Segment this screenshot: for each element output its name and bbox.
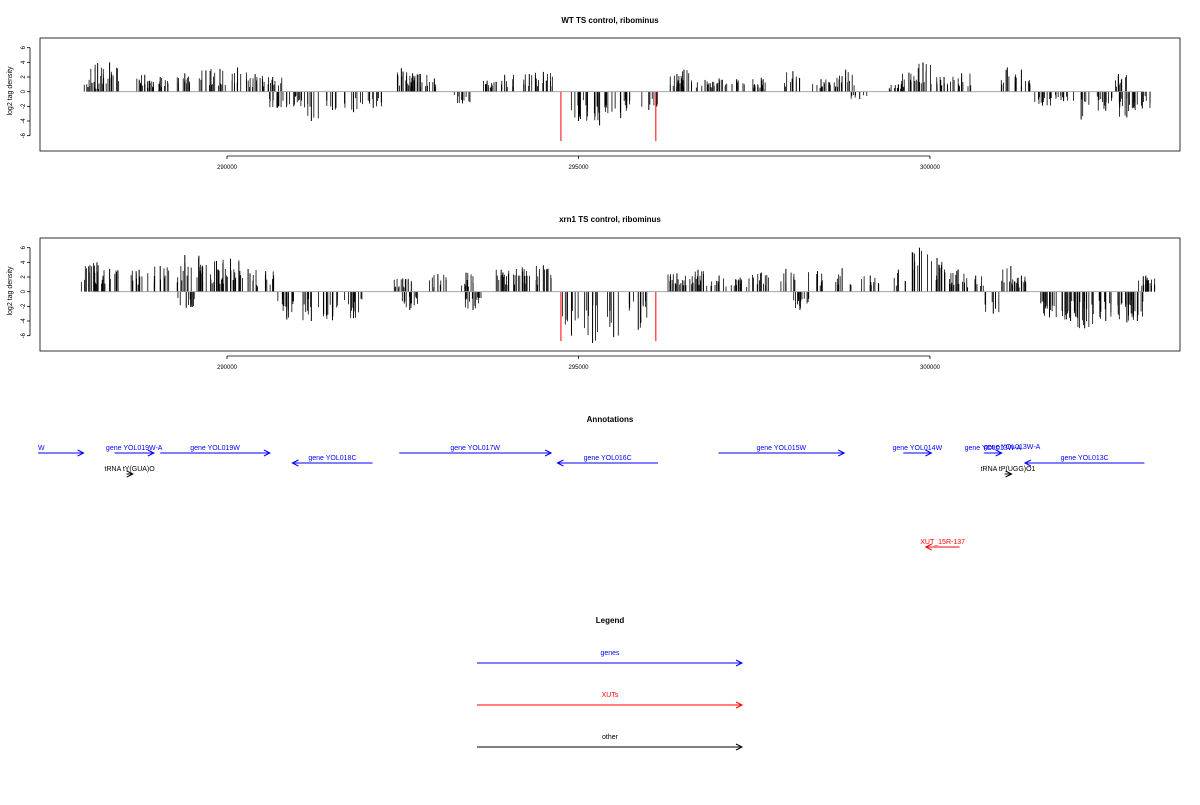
feature-arrowhead (925, 449, 933, 457)
feature-arrowhead (1005, 470, 1013, 478)
y-tick-label: 2 (21, 275, 27, 279)
feature-label: gene YOL017W (450, 445, 500, 452)
feature-label: gene YOL016C (584, 455, 632, 462)
xrn1-axes: 6 4 2 0 -2 -4 -6 290000 295000 300000 (21, 245, 1144, 371)
y-tick-label: 2 (21, 75, 27, 79)
wt-track-panel: WT TS control, ribominus log2 tag densit… (7, 16, 1181, 171)
legend-arrowhead (735, 659, 744, 667)
xrn1-track-title: xrn1 TS control, ribominus (559, 215, 661, 224)
wt-plot-frame (39, 37, 1181, 152)
x-tick-label: 300000 (920, 165, 941, 171)
legend-label: XUTs (602, 692, 619, 699)
feature-label-overlap: gene YOL013W-A (984, 444, 1041, 451)
x-tick-label: 300000 (920, 365, 941, 371)
legend-panel: Legend genes XUTs other (477, 616, 744, 751)
feature-label: gene YOL019W (190, 445, 240, 452)
y-tick-label: -6 (21, 332, 27, 338)
legend-title: Legend (596, 616, 625, 625)
feature-label: gene YOL013W-A (965, 445, 1022, 452)
feature-arrowhead (924, 543, 933, 551)
feature-arrowhead (556, 459, 564, 467)
feature-label: gene YOL015W (756, 445, 806, 452)
annotations-title: Annotations (587, 415, 634, 424)
feature-arrowhead (263, 449, 272, 457)
xrn1-bars (80, 247, 1156, 343)
y-tick-label: 0 (21, 289, 27, 293)
legend-label: genes (600, 650, 620, 657)
feature-label: gene YOL019W-A (106, 445, 163, 452)
feature-arrowhead (838, 449, 846, 457)
feature-label: tRNA tY(GUA)O (105, 466, 156, 473)
wt-track-title: WT TS control, ribominus (561, 16, 659, 25)
x-tick-label: 295000 (568, 165, 589, 171)
wt-y-axis-label: log2 tag density (7, 66, 14, 116)
y-tick-label: -2 (21, 303, 27, 309)
y-tick-label: 4 (21, 60, 27, 64)
y-tick-label: 4 (21, 260, 27, 264)
xrn1-plot-frame (39, 237, 1181, 352)
x-tick-label: 290000 (217, 165, 238, 171)
y-tick-label: 0 (21, 89, 27, 93)
feature-label: gene YOL014W (893, 445, 943, 452)
feature-label: W (38, 445, 45, 452)
feature-label: gene YOL013C (1061, 455, 1109, 462)
x-tick-label: 290000 (217, 365, 238, 371)
legend-items: genes XUTs other (477, 650, 744, 751)
y-tick-label: -2 (21, 103, 27, 109)
feature-arrowhead (291, 459, 299, 467)
xrn1-y-axis-label: log2 tag density (7, 266, 14, 316)
feature-arrowhead (77, 449, 85, 457)
x-tick-label: 295000 (568, 365, 589, 371)
feature-arrowhead (995, 449, 1003, 457)
legend-label: other (602, 734, 619, 741)
y-tick-label: -6 (21, 132, 27, 138)
feature-label: tRNA tP(UGG)O1 (981, 466, 1036, 473)
y-tick-label: 6 (21, 45, 27, 49)
y-tick-label: -4 (21, 318, 27, 324)
xrn1-track-panel: xrn1 TS control, ribominus log2 tag dens… (7, 215, 1181, 371)
y-tick-label: -4 (21, 118, 27, 124)
wt-bars (83, 62, 1151, 141)
feature-label: XUT_15R-137 (920, 539, 965, 546)
wt-axes: 6 4 2 0 -2 -4 -6 290000 295000 300000 (21, 45, 1144, 171)
legend-arrowhead (735, 701, 744, 709)
feature-arrowhead (147, 449, 156, 457)
legend-arrowhead (735, 743, 744, 751)
feature-label: gene YOL018C (308, 455, 356, 462)
feature-arrowhead (126, 470, 134, 478)
y-tick-label: 6 (21, 245, 27, 249)
feature-arrowhead (1023, 459, 1032, 467)
feature-arrowhead (544, 449, 553, 457)
